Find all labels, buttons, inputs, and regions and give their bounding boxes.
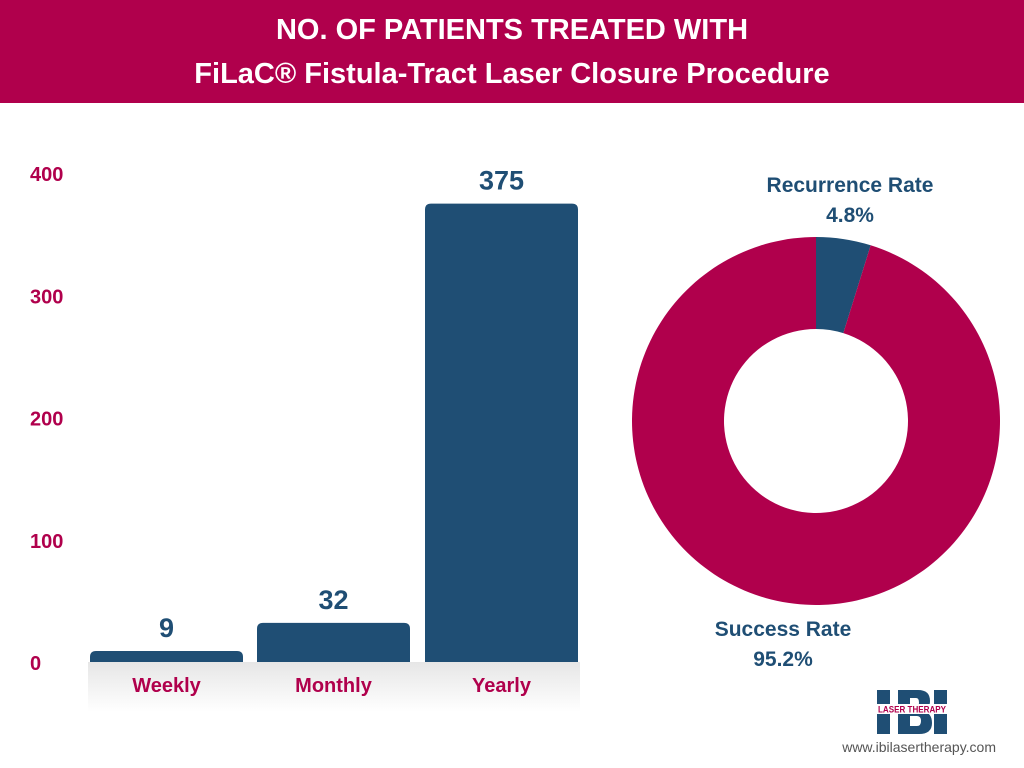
title-banner: NO. OF PATIENTS TREATED WITH FiLaC® Fist… bbox=[0, 0, 1024, 103]
slice-label: Success Rate bbox=[715, 618, 852, 641]
chart-title-line2: FiLaC® Fistula-Tract Laser Closure Proce… bbox=[194, 58, 830, 90]
bar-yearly bbox=[425, 203, 578, 662]
bar-data-label: 375 bbox=[479, 166, 524, 196]
x-category-label: Weekly bbox=[132, 675, 201, 697]
website-url[interactable]: www.ibilasertherapy.com bbox=[842, 739, 996, 755]
y-tick-label: 200 bbox=[30, 409, 63, 431]
y-tick-label: 0 bbox=[30, 653, 41, 675]
bar-data-label: 32 bbox=[318, 585, 348, 615]
slice-recurrence-rate bbox=[816, 237, 871, 334]
ibi-logo: LASER THERAPY bbox=[876, 690, 948, 734]
x-category-label: Monthly bbox=[295, 675, 373, 697]
slice-label: Recurrence Rate bbox=[767, 174, 934, 197]
logo-subtext: LASER THERAPY bbox=[878, 705, 946, 715]
y-tick-label: 300 bbox=[30, 286, 63, 308]
bar-data-label: 9 bbox=[159, 613, 174, 643]
bar-weekly bbox=[90, 650, 243, 662]
bar-monthly bbox=[257, 622, 410, 662]
y-tick-label: 100 bbox=[30, 531, 63, 553]
category-band bbox=[88, 662, 580, 712]
slice-value-label: 4.8% bbox=[826, 204, 874, 227]
x-category-label: Yearly bbox=[472, 675, 532, 697]
y-tick-label: 400 bbox=[30, 164, 63, 186]
slice-success-rate bbox=[632, 237, 1001, 605]
chart-title-line1: NO. OF PATIENTS TREATED WITH bbox=[275, 14, 749, 46]
slice-value-label: 95.2% bbox=[753, 648, 813, 671]
